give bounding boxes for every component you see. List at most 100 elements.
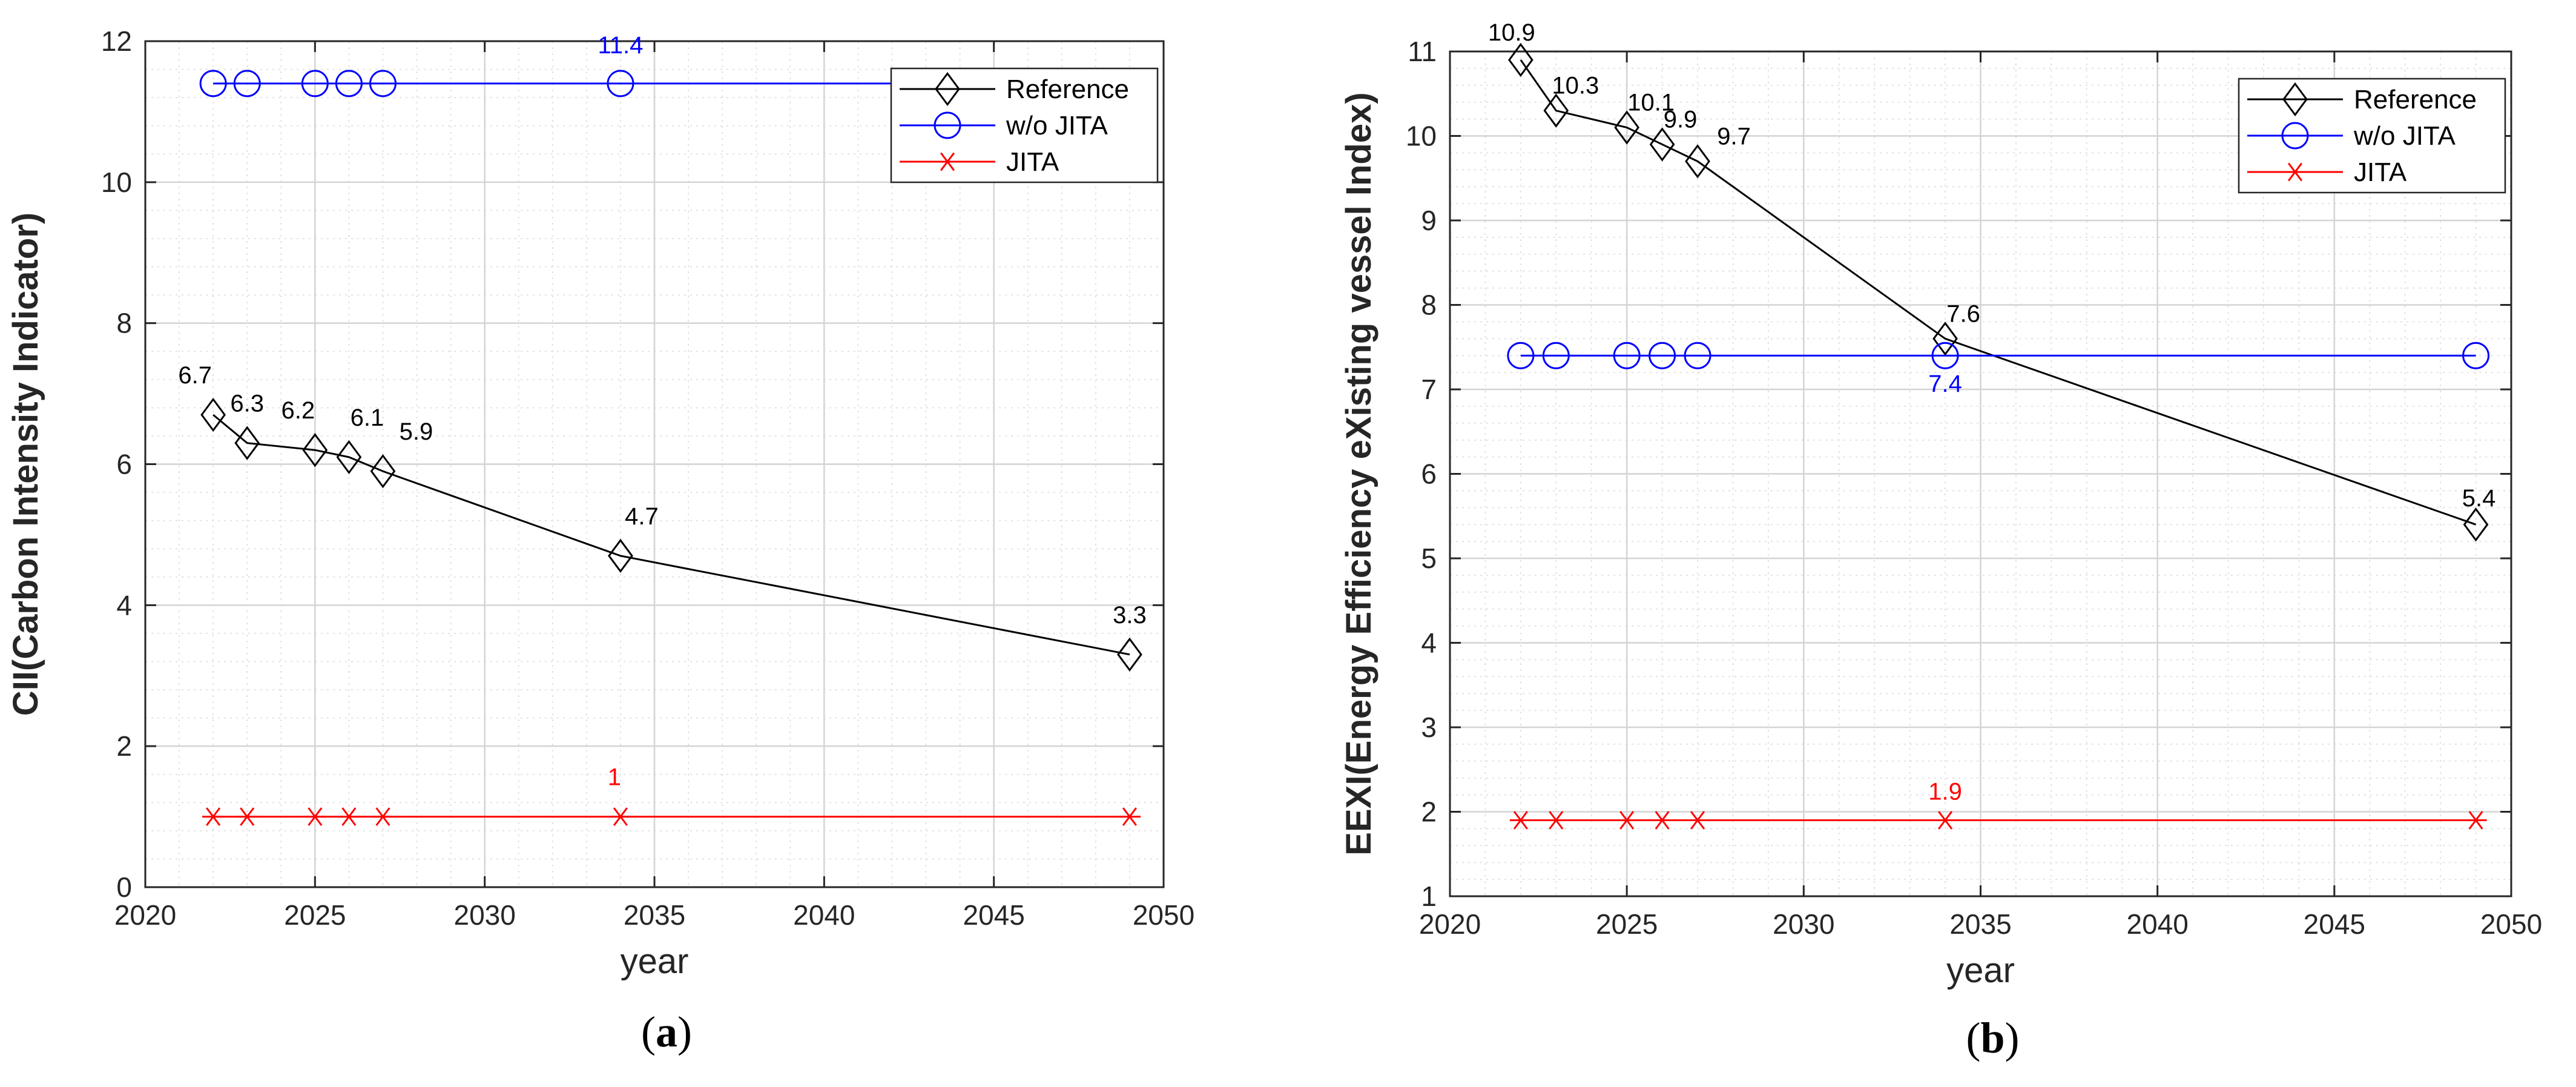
series-w-o-jita: 11.4	[199, 32, 1144, 97]
y-tick-label: 11	[1408, 36, 1437, 67]
data-point-circle	[934, 111, 961, 139]
data-point-circle	[1931, 342, 1959, 369]
data-label: 6.3	[230, 391, 264, 417]
x-tick-label: 2020	[114, 899, 176, 931]
data-point-asterisk	[202, 807, 225, 826]
y-tick-label: 4	[1421, 627, 1437, 659]
y-tick-label: 6	[116, 449, 132, 480]
asterisk-stroke	[1619, 811, 1635, 830]
data-point-asterisk	[304, 807, 326, 826]
asterisk-stroke	[1655, 811, 1670, 830]
x-tick-label: 2025	[284, 899, 346, 931]
asterisk-stroke	[940, 152, 955, 171]
x-tick-label: 2035	[1949, 908, 2011, 940]
data-point-diamond	[2282, 82, 2308, 117]
data-point-diamond	[935, 71, 960, 107]
data-point-asterisk	[2465, 811, 2487, 830]
legend-entry: w/o JITA	[2247, 121, 2456, 151]
asterisk-stroke	[206, 807, 221, 826]
legend-label: Reference	[2354, 85, 2477, 114]
legend-entry: JITA	[2247, 157, 2407, 187]
x-tick-label: 2020	[1419, 908, 1481, 940]
data-point-diamond	[1685, 144, 1710, 179]
data-label: 5.9	[400, 418, 433, 445]
data-label: 10.9	[1488, 19, 1535, 46]
y-tick-label: 1	[1421, 881, 1437, 912]
data-point-diamond	[608, 538, 633, 573]
x-tick-label: 2050	[1133, 899, 1194, 931]
data-point-circle	[199, 70, 227, 97]
data-point-diamond	[370, 454, 396, 489]
y-tick-label: 10	[1406, 121, 1437, 152]
data-point-circle	[233, 70, 261, 97]
data-point-asterisk	[1509, 811, 1532, 830]
legend-label: w/o JITA	[1006, 111, 1108, 140]
data-point-diamond	[1649, 127, 1675, 162]
data-point-asterisk	[372, 807, 394, 826]
asterisk-stroke	[1122, 807, 1137, 826]
data-label: 5.4	[2462, 485, 2496, 512]
panel-caption-letter: a	[656, 1008, 677, 1056]
series-jita: 1.9	[1509, 778, 2487, 830]
legend-entry: Reference	[900, 71, 1129, 107]
data-point-diamond	[1614, 110, 1640, 145]
y-tick-label: 10	[101, 167, 132, 198]
legend-entry: Reference	[2247, 82, 2477, 117]
y-tick-label: 3	[1421, 712, 1437, 743]
data-point-diamond	[302, 433, 328, 468]
panel-caption-paren: )	[677, 1008, 692, 1056]
y-tick-label: 2	[116, 730, 132, 762]
y-tick-label: 6	[1421, 458, 1437, 490]
x-tick-label: 2030	[1773, 908, 1834, 940]
data-point-circle	[1684, 342, 1711, 369]
y-tick-label: 4	[116, 589, 132, 621]
data-point-circle	[1507, 342, 1535, 369]
data-point-diamond	[1117, 637, 1142, 672]
data-label: 1.9	[1928, 778, 1962, 805]
asterisk-stroke	[341, 807, 357, 826]
y-tick-label: 0	[116, 871, 132, 903]
y-axis-label: EEXI(Energy Efficiency eXisting vessel I…	[1339, 92, 1379, 855]
series-reference: 10.9 10.3 10.19.9 9.7 7.6 5.4	[1488, 19, 2496, 542]
data-point-circle	[2281, 122, 2309, 150]
data-point-asterisk	[1118, 807, 1141, 826]
data-label: 10.3	[1552, 73, 1599, 99]
x-tick-label: 2045	[963, 899, 1024, 931]
series-reference: 6.7 6.3 6.2 6.1 5.9 4.7 3.3	[178, 362, 1147, 672]
y-tick-label: 9	[1421, 205, 1437, 236]
data-point-diamond	[2463, 507, 2489, 542]
legend: Reference w/o JITA JITA	[890, 67, 1159, 183]
data-label: 6.1	[351, 405, 384, 431]
data-point-asterisk	[1686, 811, 1709, 830]
y-tick-label: 5	[1421, 543, 1437, 574]
chart-panel-a: 2020 2025 2030 2035 2040 2045 2050 0 2 4 6 8 10 12 yea…	[6, 25, 1194, 1056]
y-tick-label: 2	[1421, 796, 1437, 828]
panel-caption-letter: b	[1980, 1014, 2004, 1062]
data-point-diamond	[1932, 322, 1958, 356]
data-point-circle	[607, 70, 634, 97]
chart-panel-b: 2020 2025 2030 2035 2040 2045 2050 1 2 3 4 5 6 7 8 9 10 1…	[1339, 19, 2542, 1062]
series-line	[212, 414, 1130, 656]
data-point-circle	[1542, 342, 1570, 369]
x-tick-label: 2045	[2304, 908, 2365, 940]
asterisk-stroke	[375, 807, 390, 826]
data-point-diamond	[1507, 42, 1533, 78]
data-point-circle	[1613, 342, 1641, 369]
legend-label: Reference	[1006, 74, 1129, 104]
data-label: 7.6	[1946, 300, 1980, 327]
asterisk-stroke	[2287, 162, 2303, 182]
data-point-circle	[335, 70, 363, 97]
data-label: 4.7	[625, 503, 659, 530]
data-label: 10.1	[1627, 90, 1675, 116]
data-label: 1	[608, 764, 621, 791]
data-label: 9.9	[1664, 106, 1698, 133]
y-axis-label: CII(Carbon Intensity Indicator)	[6, 213, 45, 716]
legend-label: JITA	[2354, 157, 2407, 187]
y-tick-label: 12	[101, 25, 132, 57]
data-label: 6.7	[178, 362, 212, 389]
x-axis-label: year	[621, 942, 689, 981]
x-tick-label: 2030	[453, 899, 515, 931]
data-point-circle	[369, 70, 397, 97]
asterisk-stroke	[1513, 811, 1528, 830]
